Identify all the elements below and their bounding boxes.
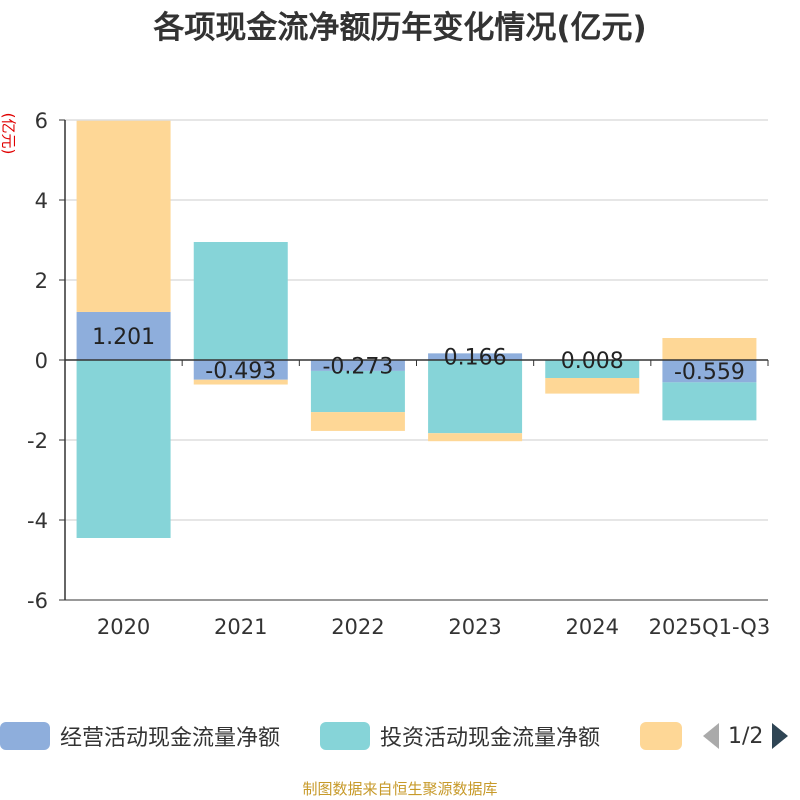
data-label-operating: -0.559	[674, 360, 745, 385]
x-tick-label: 2024	[566, 615, 619, 639]
y-tick-label: -2	[27, 429, 48, 453]
bar-investing	[76, 360, 171, 538]
x-tick-label: 2022	[331, 615, 384, 639]
chart-canvas: 6 4 2 0 -2 -4 -6 2020 2021 2022 2023 2024 2025Q1-Q3 1…	[27, 109, 771, 639]
legend-item-operating[interactable]: 经营活动现金流量净额	[0, 716, 280, 756]
data-label-operating: 1.201	[92, 325, 155, 350]
bar-operating	[193, 360, 288, 380]
legend-pager: 1/2	[702, 716, 789, 756]
bar-operating	[76, 311, 171, 360]
data-label-operating: 0.008	[561, 349, 624, 374]
data-label-operating: -0.273	[322, 354, 393, 379]
chart-title: 各项现金流净额历年变化情况(亿元)	[153, 10, 647, 46]
y-tick-label: 4	[35, 189, 48, 213]
legend-label-investing: 投资活动现金流量净额	[380, 726, 601, 751]
legend-item-investing[interactable]: 投资活动现金流量净额	[320, 716, 600, 756]
bar-operating	[310, 360, 405, 371]
bar-financing	[545, 378, 640, 394]
bar-financing	[310, 412, 405, 431]
data-label-operating: 0.166	[444, 346, 507, 371]
y-tick-label: 6	[35, 109, 48, 133]
legend-swatch-operating	[0, 722, 50, 750]
bar-investing	[310, 370, 405, 413]
bar-investing	[662, 382, 757, 421]
legend-swatch-investing	[320, 722, 370, 750]
bar-financing	[428, 433, 523, 442]
bar-operating	[662, 360, 757, 383]
bar-operating	[428, 353, 523, 360]
data-source-note: 制图数据来自恒生聚源数据库	[302, 780, 498, 798]
y-tick-label: -4	[27, 509, 48, 533]
y-tick-label: 2	[35, 269, 48, 293]
legend-page-indicator: 1/2	[728, 723, 764, 749]
bar-financing	[76, 120, 171, 312]
y-tick-label: -6	[27, 589, 48, 613]
legend-prev-icon[interactable]	[702, 722, 720, 750]
bar-financing	[193, 379, 288, 385]
x-tick-label: 2020	[97, 615, 150, 639]
bar-investing	[545, 360, 640, 378]
x-tick-label: 2025Q1-Q3	[649, 615, 771, 639]
legend: 经营活动现金流量净额 投资活动现金流量净额 1/2	[0, 716, 800, 756]
y-tick-label: 0	[35, 349, 48, 373]
x-tick-label: 2023	[448, 615, 501, 639]
legend-label-operating: 经营活动现金流量净额	[60, 726, 281, 751]
legend-swatch-financing	[640, 722, 682, 750]
data-label-operating: -0.493	[205, 359, 276, 384]
bar-financing	[662, 338, 757, 360]
legend-item-financing[interactable]	[640, 716, 682, 756]
bar-investing	[193, 242, 288, 360]
bar-investing	[428, 360, 523, 434]
legend-next-icon[interactable]	[771, 722, 789, 750]
x-tick-label: 2021	[214, 615, 267, 639]
